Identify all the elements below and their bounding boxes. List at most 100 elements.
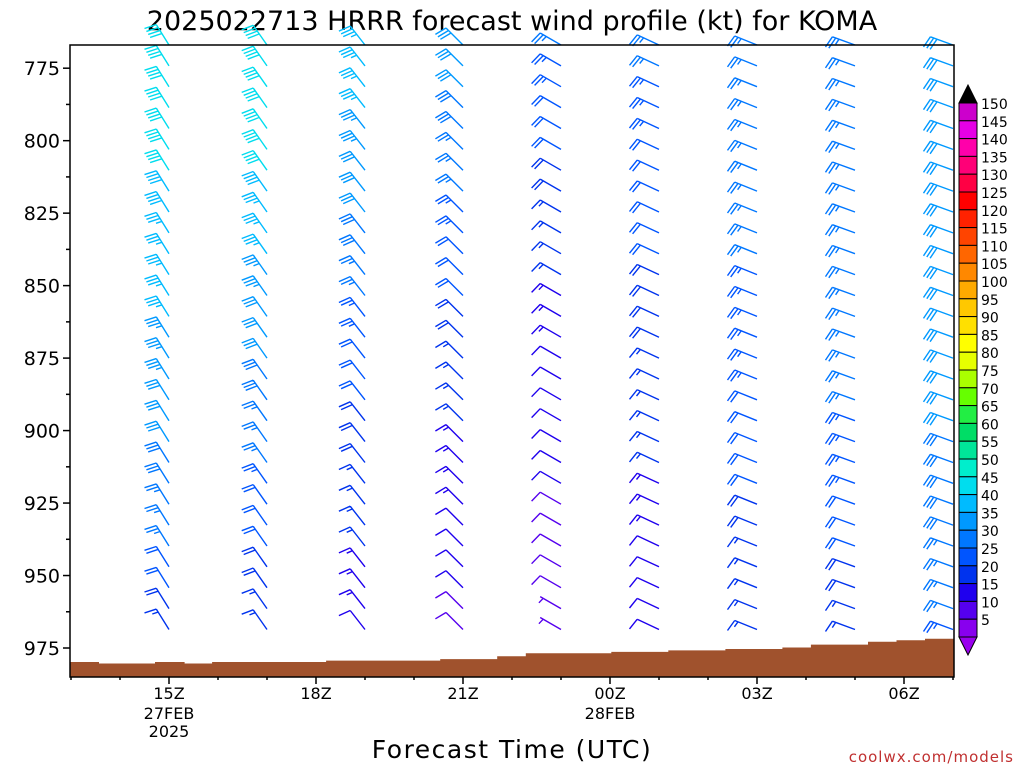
colorbar-top-arrow: [958, 83, 978, 104]
barb-staff: [144, 65, 170, 88]
colorbar-cell: [958, 333, 978, 353]
barb-staff: [338, 380, 366, 401]
wind-barb: [531, 115, 562, 130]
barb-staff: [824, 453, 856, 467]
wind-barb: [628, 34, 660, 47]
wind-barb: [628, 576, 660, 589]
wind-barb: [241, 442, 268, 463]
barb-staff: [435, 90, 464, 109]
barb-staff: [144, 253, 170, 275]
wind-barb: [338, 213, 366, 234]
wind-barb: [531, 449, 562, 464]
credit-text: coolwx.com/models: [849, 748, 1014, 766]
barb-staff: [435, 528, 464, 547]
barb-staff: [922, 516, 954, 530]
colorbar-label: 100: [981, 275, 1008, 291]
wind-barb: [144, 86, 170, 108]
wind-barb: [241, 525, 268, 547]
wind-barb: [338, 25, 366, 46]
wind-barb: [824, 474, 856, 487]
barb-staff: [824, 98, 856, 112]
barb-staff: [338, 422, 366, 443]
barb-staff: [241, 170, 268, 192]
wind-barb: [531, 282, 562, 297]
wind-barb: [824, 265, 856, 279]
wind-barb: [726, 327, 758, 341]
wind-barb: [435, 27, 464, 46]
barb-staff: [531, 32, 562, 46]
barb-staff: [435, 611, 464, 630]
wind-barb: [531, 470, 562, 484]
colorbar-cell: [958, 476, 978, 496]
barb-staff: [144, 274, 170, 296]
wind-barb: [144, 253, 170, 275]
barb-staff: [824, 307, 856, 320]
x-tick-label: 06Z: [888, 684, 919, 703]
wind-barb: [144, 337, 170, 359]
wind-barb: [241, 379, 268, 401]
barb-staff: [628, 556, 660, 568]
wind-barb: [922, 474, 954, 489]
wind-barb: [144, 107, 170, 129]
barb-staff: [824, 57, 856, 70]
barb-staff: [338, 129, 366, 150]
barb-staff: [726, 327, 758, 341]
wind-barb: [435, 131, 464, 150]
wind-barb: [144, 357, 170, 380]
wind-barb: [628, 55, 660, 68]
barb-staff: [726, 431, 758, 445]
barb-staff: [628, 222, 660, 235]
wind-barb: [824, 349, 856, 362]
colorbar-cell: [958, 511, 978, 531]
wind-barb: [338, 505, 366, 526]
barb-staff: [628, 472, 660, 484]
barb-staff: [241, 483, 268, 505]
barb-staff: [824, 411, 856, 425]
barb-staff: [435, 194, 464, 213]
barb-staff: [922, 411, 954, 426]
wind-barb: [726, 223, 758, 236]
barb-staff: [144, 587, 170, 609]
wind-barb: [824, 432, 856, 446]
wind-barb: [435, 110, 464, 129]
barb-staff: [922, 557, 954, 571]
wind-barb: [338, 150, 366, 171]
barb-staff: [144, 483, 170, 505]
barb-staff: [531, 303, 562, 318]
barb-staff: [435, 486, 464, 505]
wind-barb: [241, 87, 268, 109]
colorbar-bottom-arrow: [958, 636, 978, 657]
barb-staff: [922, 620, 954, 634]
barb-staff: [726, 56, 758, 69]
wind-barb: [144, 587, 170, 609]
barb-staff: [435, 215, 464, 234]
wind-barb: [144, 44, 170, 67]
barb-staff: [628, 96, 660, 110]
barb-staff: [824, 516, 856, 529]
barb-staff: [531, 408, 562, 422]
wind-barb: [241, 296, 268, 317]
barb-staff: [338, 484, 366, 505]
wind-barb: [922, 265, 954, 280]
barb-staff: [824, 474, 856, 487]
wind-barb: [241, 421, 268, 443]
barb-staff: [726, 244, 758, 257]
barb-staff: [531, 199, 562, 213]
barb-staff: [241, 567, 268, 589]
barb-staff: [338, 171, 366, 192]
barb-staff: [241, 421, 268, 443]
colorbar-cell: [958, 262, 978, 282]
wind-barb: [628, 472, 660, 484]
wind-barb: [241, 546, 268, 568]
wind-barb: [338, 46, 366, 67]
wind-barb: [726, 431, 758, 445]
wind-barb: [338, 171, 366, 192]
barb-staff: [435, 110, 464, 129]
barb-staff: [824, 119, 856, 133]
barb-staff: [531, 74, 562, 88]
wind-barb: [531, 428, 562, 443]
y-axis: 775 800 825 850 875 900 925 950 975: [24, 58, 70, 660]
wind-barb: [628, 305, 660, 318]
wind-barb: [435, 528, 464, 547]
